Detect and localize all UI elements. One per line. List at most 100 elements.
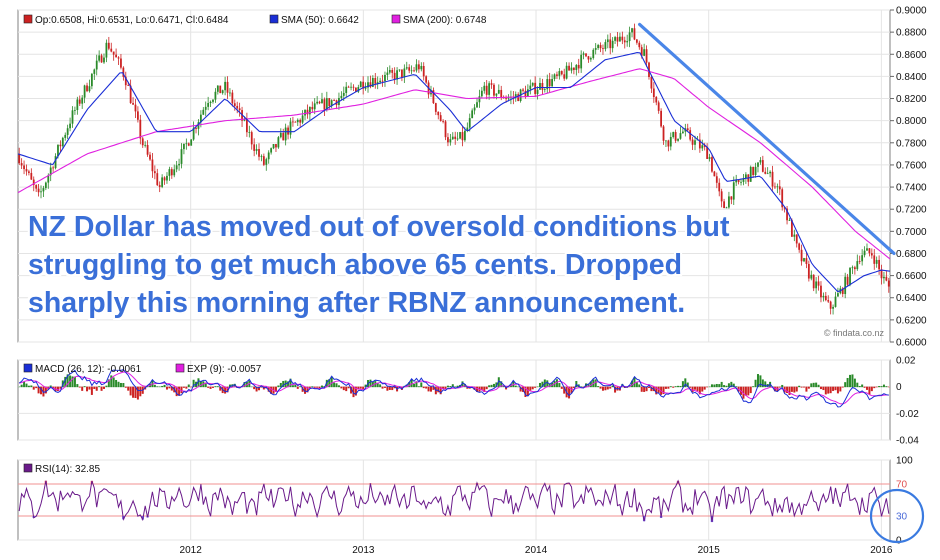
candle-body (824, 295, 827, 301)
macd-histogram-bar (129, 386, 132, 396)
candle-body (616, 37, 619, 42)
candle-body (238, 108, 241, 111)
candle-body (112, 51, 115, 55)
candle-body (604, 42, 607, 50)
candle-body (563, 74, 566, 79)
candle-body (270, 148, 273, 153)
candle-body (260, 156, 263, 158)
macd-histogram-bar (311, 386, 314, 388)
rsi-legend: RSI(14): 32.85 (23, 463, 100, 475)
macd-histogram-bar (115, 379, 118, 388)
candle-body (316, 101, 319, 104)
candle-body (570, 67, 573, 71)
macd-histogram-bar (529, 386, 532, 391)
macd-panel (17, 359, 891, 441)
candle-body (199, 114, 202, 123)
macd-histogram-bar (279, 382, 282, 388)
candle-body (369, 82, 372, 87)
macd-histogram-bar (451, 384, 454, 388)
price-tick-label: 0.7600 (896, 160, 927, 171)
macd-histogram-bar (723, 385, 726, 388)
candle-body (107, 42, 110, 49)
macd-histogram-bar (429, 386, 432, 392)
candle-body (183, 143, 185, 150)
candle-body (35, 185, 38, 189)
macd-histogram-bar (790, 386, 793, 392)
macd-histogram-bar (662, 386, 665, 395)
macd-histogram-bar (376, 382, 379, 388)
macd-histogram-bar (316, 386, 319, 388)
macd-histogram-bar (100, 386, 103, 391)
macd-histogram-bar (168, 386, 171, 389)
macd-histogram-bar (558, 383, 561, 388)
candle-body (558, 71, 561, 76)
macd-histogram-bar (199, 381, 202, 388)
macd-histogram-bar (228, 384, 231, 388)
axis-labels: 0.6000 0.6200 0.6400 0.6600 0.6800 0.7000 0.72… (180, 6, 927, 557)
candle-body (47, 175, 50, 183)
candle-body (166, 175, 168, 181)
macd-histogram-bar (224, 386, 227, 394)
candle-body (42, 188, 45, 192)
candle-body (539, 83, 541, 90)
candle-body (352, 86, 355, 88)
macd-histogram-bar (313, 386, 316, 388)
price-legend: Op:0.6508, Hi:0.6531, Lo:0.6471, Cl:0.64… (23, 14, 487, 26)
macd-histogram-bar (422, 386, 425, 389)
macd-histogram-bar (621, 383, 624, 388)
macd-histogram-bar (64, 376, 67, 388)
rsi-line (18, 479, 890, 523)
candle-body (766, 173, 769, 175)
macd-histogram-bar (727, 383, 730, 388)
candle-body (304, 109, 306, 116)
macd-histogram-bar (536, 386, 539, 388)
candle-body (660, 110, 662, 127)
candle-body (619, 36, 621, 42)
candle-body (706, 146, 709, 159)
macd-histogram-bar (306, 386, 309, 393)
candle-body (466, 127, 469, 131)
candle-body (141, 138, 144, 146)
candle-body (551, 79, 553, 87)
candle-body (233, 103, 236, 106)
candle-body (78, 99, 81, 104)
candle-body (81, 97, 84, 104)
macd-histogram-bar (691, 386, 694, 393)
macd-histogram-bar (597, 386, 600, 388)
candle-body (64, 134, 67, 138)
macd-histogram-bar (277, 385, 280, 388)
candle-body (778, 186, 781, 190)
rsi-oversold-fill (642, 516, 646, 522)
candle-body (788, 220, 791, 221)
candle-body (262, 156, 265, 165)
macd-histogram-bar (851, 374, 854, 388)
candle-body (517, 94, 520, 102)
candle-body (791, 220, 793, 237)
macd-histogram-bar (844, 382, 847, 388)
candle-body (543, 89, 546, 90)
price-panel (17, 9, 891, 343)
candle-body (652, 88, 655, 98)
macd-histogram-bar (56, 386, 59, 392)
price-tick-label: 0.7200 (896, 205, 927, 216)
time-tick-label: 2015 (698, 545, 721, 556)
candle-body (308, 106, 311, 115)
candle-body (679, 133, 682, 139)
macd-histogram-bar (645, 386, 648, 392)
macd-histogram-bar (631, 380, 634, 388)
macd-histogram-bar (449, 386, 452, 388)
candle-body (587, 56, 590, 60)
candle-body (98, 55, 101, 61)
macd-histogram-bar (480, 386, 483, 390)
macd-histogram-bar (182, 386, 185, 388)
candle-body (95, 60, 98, 70)
macd-histogram-bar (350, 386, 353, 394)
macd-histogram-bar (417, 386, 420, 388)
macd-histogram-bar (849, 374, 852, 388)
macd-histogram-bar (696, 386, 699, 391)
candle-body (795, 234, 798, 244)
macd-histogram-bar (807, 386, 810, 389)
rsi-overbought-fill (676, 480, 680, 484)
candle-body (749, 166, 752, 182)
